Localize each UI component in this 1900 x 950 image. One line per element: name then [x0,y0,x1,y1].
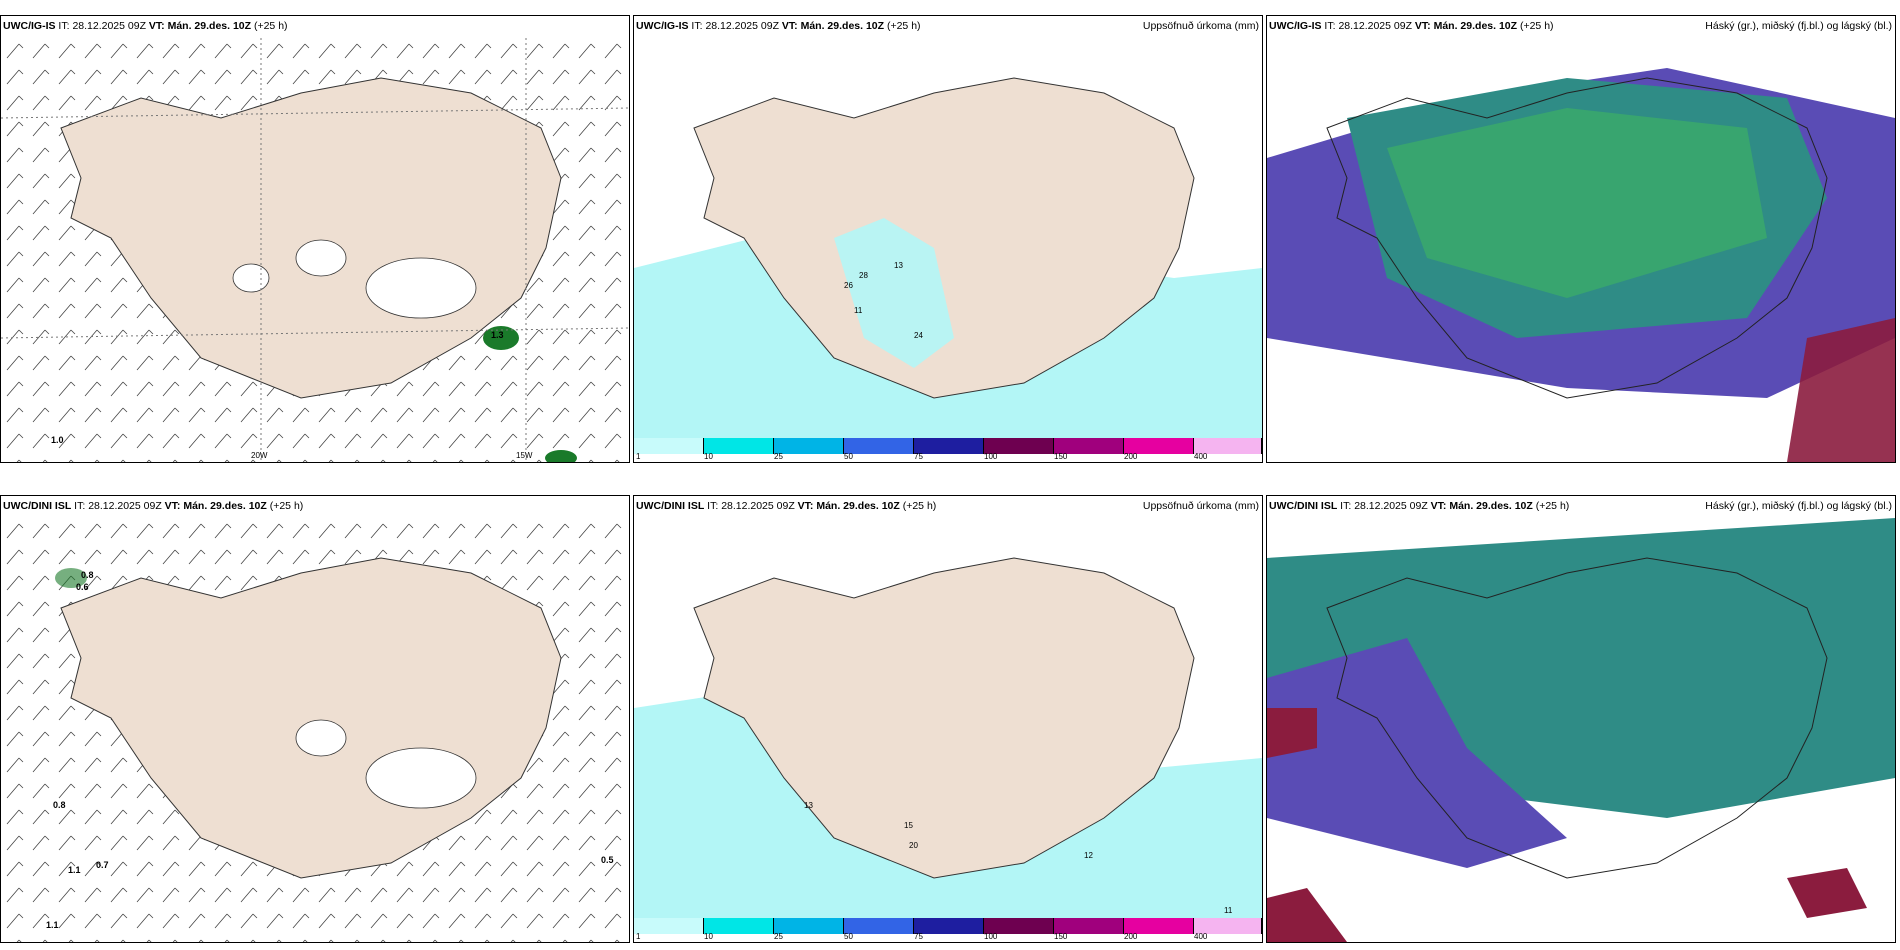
lon-label: 20W [251,451,268,460]
cloud-panel-dini: UWC/DINI ISL IT: 28.12.2025 09Z VT: Mán.… [1266,495,1896,943]
lon-label: 15W [516,451,533,460]
precip-value: 28 [859,271,868,280]
panel-subtitle: Háský (gr.), miðský (fj.bl.) og lágský (… [1705,20,1892,32]
wind-label: 0.5 [601,855,614,865]
precip-panel-ig-is: UWC/IG-IS IT: 28.12.2025 09Z VT: Mán. 29… [633,15,1263,463]
precip-value: 24 [914,331,923,340]
precip-value: 13 [894,261,903,270]
wind-label: 0.8 [81,570,94,580]
panel-subtitle: Uppsöfnuð úrkoma (mm) [1142,20,1259,32]
wind-map: 0.8 0.6 0.8 1.1 0.7 1.1 0.5 [1,518,629,942]
precip-value: 26 [844,281,853,290]
wind-label: 0.7 [96,860,109,870]
wind-label: 0.6 [76,582,89,592]
wind-panel-ig-is: UWC/IG-IS IT: 28.12.2025 09Z VT: Mán. 29… [0,15,630,463]
iceland-land [60,77,562,399]
precip-colorbar: 1 10 25 50 75 100 150 200 400 [634,438,1262,462]
precip-colorbar: 1 10 25 50 75 100 150 200 400 [634,918,1262,942]
panel-title: UWC/IG-IS IT: 28.12.2025 09Z VT: Mán. 29… [636,20,921,32]
panel-title: UWC/IG-IS IT: 28.12.2025 09Z VT: Mán. 29… [1269,20,1554,32]
precip-value: 12 [1084,851,1093,860]
panel-title: UWC/DINI ISL IT: 28.12.2025 09Z VT: Mán.… [1269,500,1570,512]
precip-map: 13 15 20 12 11 [634,518,1262,918]
wind-label: 0.8 [53,800,66,810]
precip-map: 13 24 26 28 11 [634,38,1262,438]
precip-value: 15 [904,821,913,830]
wind-map: 1.3 1.0 20W 15W [1,38,629,462]
wind-label: 1.3 [491,330,504,340]
wind-label: 1.0 [51,435,64,445]
panel-title: UWC/IG-IS IT: 28.12.2025 09Z VT: Mán. 29… [3,20,288,32]
wind-label: 1.1 [68,865,81,875]
panel-title: UWC/DINI ISL IT: 28.12.2025 09Z VT: Mán.… [3,500,304,512]
precip-panel-dini: UWC/DINI ISL IT: 28.12.2025 09Z VT: Mán.… [633,495,1263,943]
panel-subtitle: Háský (gr.), miðský (fj.bl.) og lágský (… [1705,500,1892,512]
wind-panel-dini: UWC/DINI ISL IT: 28.12.2025 09Z VT: Mán.… [0,495,630,943]
precip-value: 20 [909,841,918,850]
cloud-map [1267,518,1895,942]
cloud-panel-ig-is: UWC/IG-IS IT: 28.12.2025 09Z VT: Mán. 29… [1266,15,1896,463]
precip-value: 13 [804,801,813,810]
wind-label: 1.1 [46,920,59,930]
cloud-map [1267,38,1895,462]
precip-value: 11 [1224,906,1233,915]
panel-subtitle: Uppsöfnuð úrkoma (mm) [1142,500,1259,512]
precip-value: 11 [854,306,863,315]
panel-title: UWC/DINI ISL IT: 28.12.2025 09Z VT: Mán.… [636,500,937,512]
